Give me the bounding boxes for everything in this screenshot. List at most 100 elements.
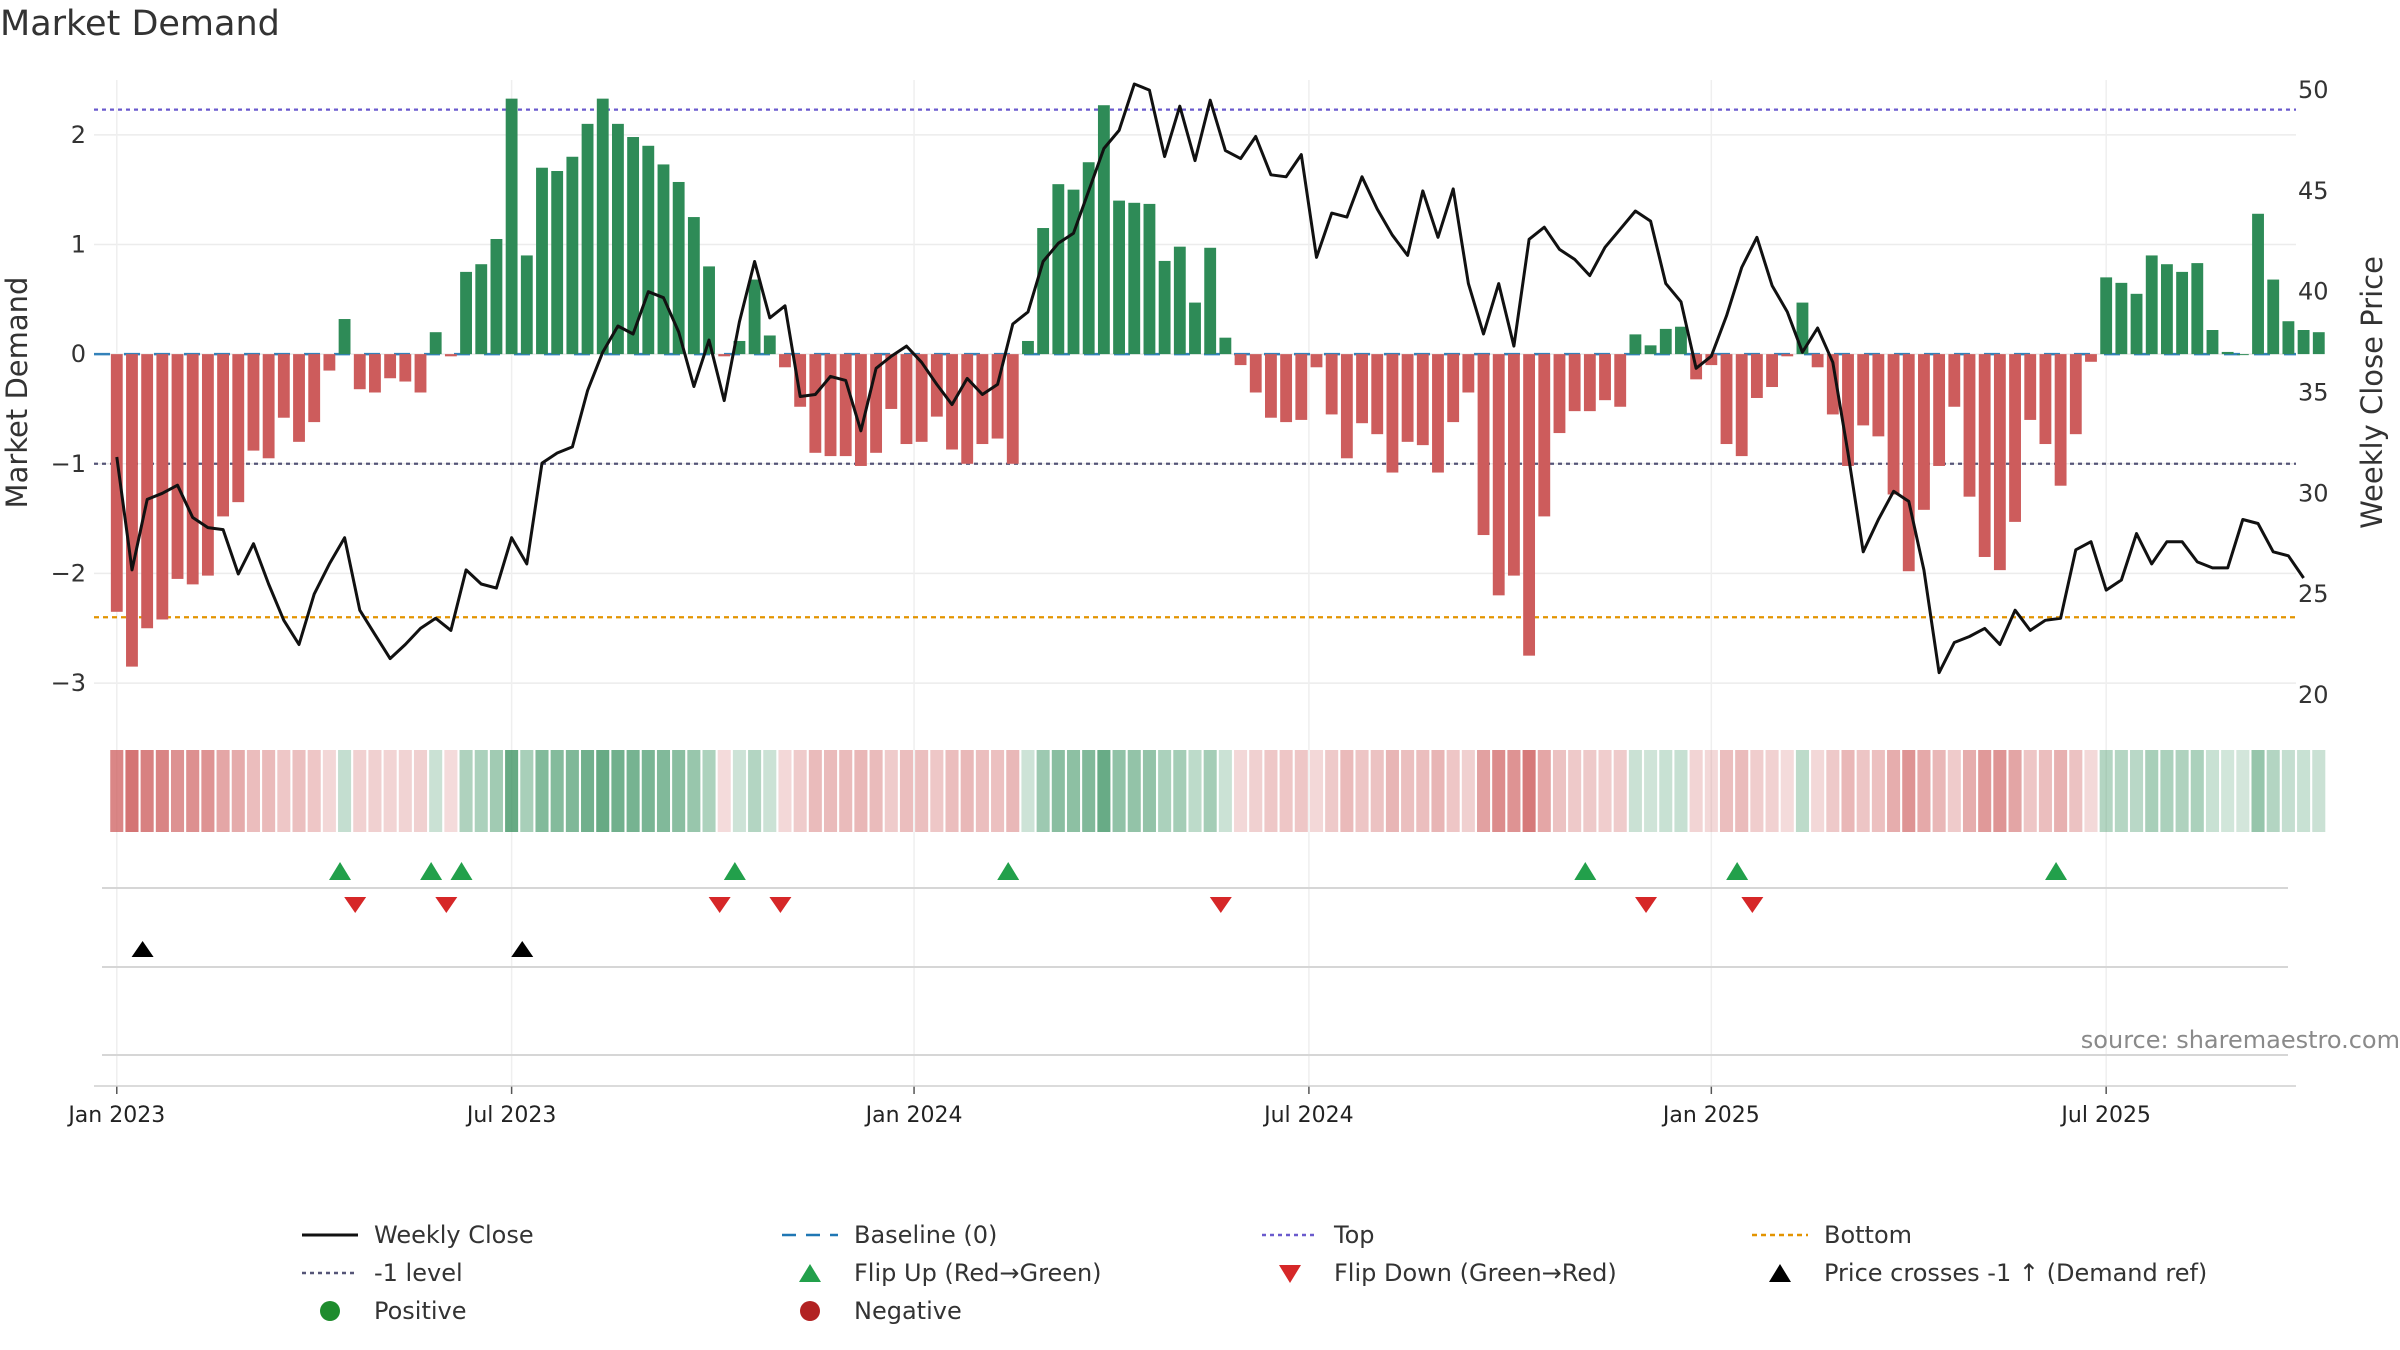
heat-cell (1978, 750, 1992, 832)
heat-cell (1583, 750, 1597, 832)
legend-swatch-positive (320, 1301, 340, 1321)
demand-bar (1234, 354, 1247, 366)
demand-bar (201, 354, 214, 576)
heat-cell (854, 750, 868, 832)
heat-cell (140, 750, 154, 832)
demand-bar (1796, 302, 1809, 355)
heat-cell (474, 750, 488, 832)
heat-cell (1644, 750, 1658, 832)
heat-cell (1568, 750, 1582, 832)
heat-cell (2160, 750, 2174, 832)
heat-cell (2054, 750, 2068, 832)
demand-bar (976, 354, 989, 445)
heat-cell (687, 750, 701, 832)
legend-swatch-bottom (1752, 1233, 1808, 1237)
heat-cell (1158, 750, 1172, 832)
heat-cell (1492, 750, 1506, 832)
y2-tick-label: 40 (2298, 278, 2329, 306)
demand-bar (2176, 271, 2189, 355)
demand-bar (1614, 354, 1627, 407)
weekly-close-line (115, 82, 2305, 675)
demand-bar (399, 354, 412, 382)
heat-cell (292, 750, 306, 832)
y2-tick-label: 20 (2298, 681, 2329, 709)
heat-cell (459, 750, 473, 832)
y2-tick-label: 50 (2298, 76, 2329, 104)
price-cross-marker (511, 941, 534, 957)
heat-cell (1385, 750, 1399, 832)
demand-bar (1963, 354, 1976, 497)
heat-cell (201, 750, 215, 832)
demand-bar (1097, 105, 1110, 355)
heat-cell (1537, 750, 1551, 832)
heat-cell (1689, 750, 1703, 832)
demand-bar (1128, 202, 1141, 355)
demand-bar (915, 354, 928, 442)
demand-bar (1386, 354, 1399, 473)
demand-bar (2145, 255, 2158, 355)
flip-up-marker (997, 862, 1020, 880)
heat-cell (899, 750, 913, 832)
heat-cell (1902, 750, 1916, 832)
demand-bar (2115, 282, 2128, 355)
heat-cell (1249, 750, 1263, 832)
flip-up-marker (420, 862, 443, 880)
heat-cell (398, 750, 412, 832)
heat-cell (778, 750, 792, 832)
heat-cell (717, 750, 731, 832)
legend-label-flip-up: Flip Up (Red→Green) (854, 1259, 1102, 1287)
demand-bar (1310, 354, 1323, 368)
demand-bar (1887, 354, 1900, 495)
y-tick-label: −1 (51, 450, 86, 478)
demand-bar (186, 354, 199, 585)
demand-bar (171, 354, 184, 579)
demand-bar (323, 354, 336, 371)
heat-cell (1355, 750, 1369, 832)
y-tick-label: −2 (51, 559, 86, 587)
demand-bar (2297, 330, 2310, 355)
legend-swatch-negative (800, 1301, 820, 1321)
demand-bar (2236, 354, 2249, 356)
demand-bar (353, 354, 366, 390)
heat-cell (170, 750, 185, 832)
heat-cell (2008, 750, 2022, 832)
demand-bar (505, 98, 518, 355)
heat-cell (231, 750, 245, 832)
legend-item-price-cross: Price crosses -1 ↑ (Demand ref) (1750, 1256, 2207, 1290)
heat-cell (277, 750, 291, 832)
heat-cell (1431, 750, 1445, 832)
demand-bar (1735, 354, 1748, 457)
demand-bar (794, 354, 807, 407)
heat-cell (1522, 750, 1536, 832)
heat-cell (1750, 750, 1764, 832)
demand-bar (1933, 354, 1946, 466)
heat-cell (246, 750, 260, 832)
heat-cell (975, 750, 989, 832)
heat-cell (1917, 750, 1931, 832)
heat-cell (808, 750, 822, 832)
demand-bar (854, 354, 867, 466)
price-cross-marker (131, 941, 154, 957)
demand-bar (809, 354, 822, 453)
y2-tick-label: 35 (2298, 379, 2329, 407)
heat-cell (1097, 750, 1111, 832)
demand-bar (748, 279, 761, 355)
legend-item-level: -1 level (300, 1256, 463, 1290)
demand-bar (2130, 293, 2143, 355)
heat-cell (2023, 750, 2037, 832)
demand-bar (839, 354, 852, 457)
demand-bar (2221, 351, 2234, 355)
flip-down-marker (1209, 897, 1232, 913)
demand-bar (1644, 345, 1657, 355)
heat-cell (1871, 750, 1885, 832)
heat-cell (1416, 750, 1430, 832)
demand-bar (2252, 213, 2264, 355)
y2-tick-label: 45 (2298, 177, 2329, 205)
demand-bar (900, 354, 913, 445)
heat-cell (1628, 750, 1642, 832)
flip-up-marker (450, 862, 473, 880)
heat-cell (2145, 750, 2159, 832)
demand-bar (1902, 354, 1915, 572)
heat-cell (489, 750, 503, 832)
heat-cell (353, 750, 367, 832)
